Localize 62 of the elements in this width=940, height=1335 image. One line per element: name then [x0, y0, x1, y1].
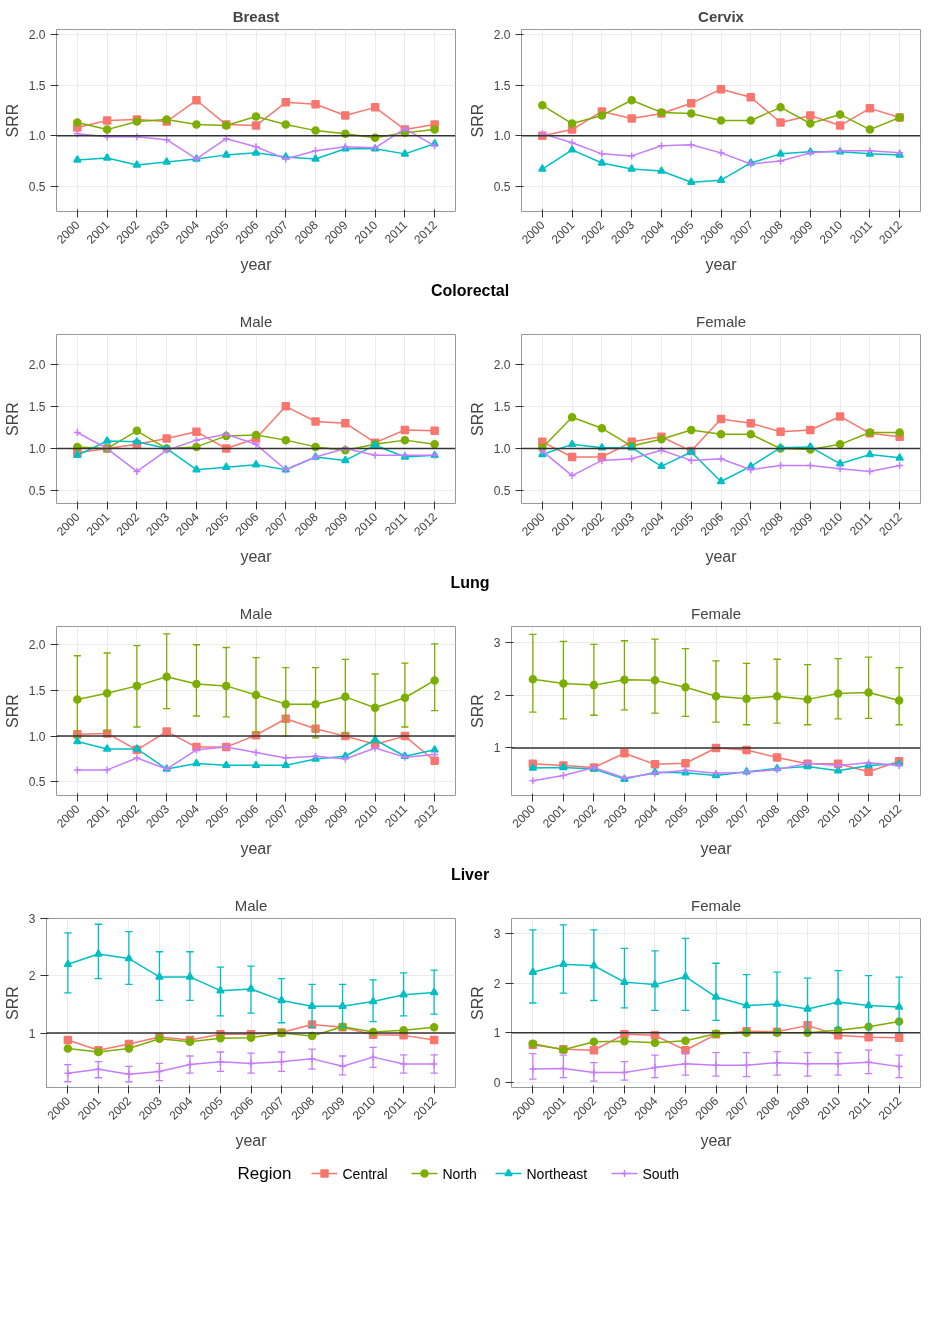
legend-label: North [442, 1165, 477, 1182]
y-axis-title: SRR [468, 402, 486, 436]
y-tick-label: 1.5 [493, 399, 511, 414]
y-tick-label: 1.0 [28, 129, 46, 144]
y-tick-label: 1.0 [493, 442, 511, 457]
chart-title: Male [239, 604, 273, 622]
y-tick-label: 2.0 [28, 28, 46, 43]
chart-title: Female [690, 604, 742, 622]
chart-title: Cervix [698, 7, 745, 25]
y-tick-label: 2.0 [493, 28, 511, 43]
chart-title: Male [234, 896, 268, 914]
y-tick-label: 0.5 [28, 775, 46, 790]
y-tick-label: 2 [493, 976, 501, 991]
y-tick-label: 1 [493, 741, 501, 756]
x-axis-title: year [235, 1131, 268, 1149]
y-tick-label: 0.5 [493, 179, 511, 194]
y-tick-label: 2 [493, 688, 501, 703]
y-axis-title: SRR [468, 694, 486, 728]
legend-label: Northeast [526, 1165, 588, 1182]
y-tick-label: 1 [28, 1026, 36, 1041]
y-tick-label: 1.0 [28, 729, 46, 744]
text: Liver [450, 865, 490, 885]
y-tick-label: 2.0 [28, 638, 46, 653]
y-tick-label: 0.5 [28, 179, 46, 194]
y-tick-label: 1.5 [28, 683, 46, 698]
y-axis-title: SRR [3, 986, 21, 1020]
x-axis-title: year [705, 255, 738, 273]
y-tick-label: 0 [493, 1076, 501, 1091]
y-axis-title: SRR [3, 103, 21, 138]
y-tick-label: 1.5 [28, 399, 46, 414]
y-tick-label: 3 [493, 635, 501, 650]
text: Lung [450, 573, 490, 593]
chart-title: Female [695, 312, 747, 330]
legend-label: Central [342, 1165, 388, 1182]
y-tick-label: 2.0 [493, 357, 511, 372]
y-tick-label: 2 [28, 969, 36, 984]
y-tick-label: 0.5 [28, 484, 46, 499]
y-tick-label: 1 [493, 1026, 501, 1041]
x-axis-title: year [700, 1131, 733, 1149]
y-axis-title: SRR [3, 402, 21, 436]
text: Colorectal [430, 281, 510, 301]
x-axis-title: year [240, 547, 273, 565]
chart-title: Female [690, 896, 742, 914]
y-tick-label: 3 [493, 926, 501, 941]
y-tick-label: 0.5 [493, 484, 511, 499]
y-tick-label: 1.0 [493, 129, 511, 144]
y-tick-label: 2.0 [28, 357, 46, 372]
y-tick-label: 1.0 [28, 442, 46, 457]
legend-title: Region [237, 1164, 292, 1183]
y-axis-title: SRR [3, 694, 21, 728]
x-axis-title: year [240, 839, 273, 857]
y-tick-label: 3 [28, 912, 36, 926]
chart-title: Male [239, 312, 273, 330]
x-axis-title: year [240, 255, 273, 273]
x-axis-title: year [700, 839, 733, 857]
y-tick-label: 1.5 [493, 78, 511, 93]
x-axis-title: year [705, 547, 738, 565]
y-tick-label: 1.5 [28, 78, 46, 93]
y-axis-title: SRR [468, 986, 486, 1020]
legend-label: South [642, 1165, 680, 1182]
y-axis-title: SRR [468, 103, 486, 138]
chart-title: Breast [232, 7, 280, 25]
